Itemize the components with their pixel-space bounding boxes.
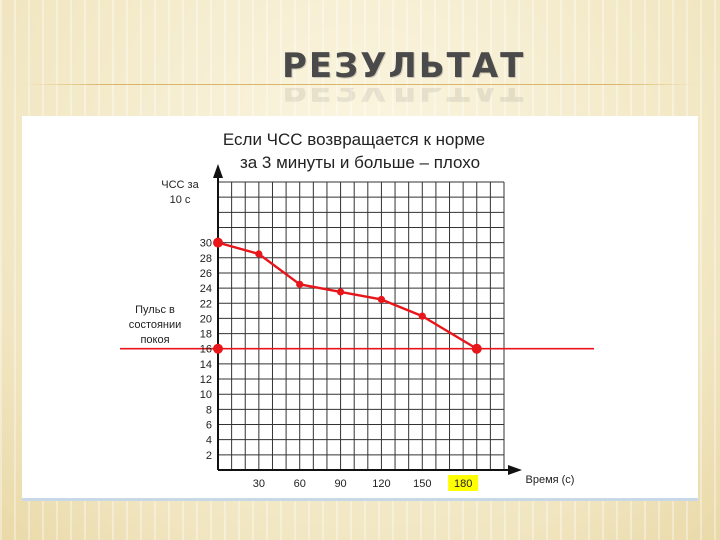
y-tick-label: 14 [200,359,212,371]
x-tick-label: 120 [372,478,390,490]
y-tick-label: 16 [200,344,212,356]
chart-grid [217,181,505,471]
x-tick-label: 30 [253,478,265,490]
chart-title-line1: Если ЧСС возвращается к норме [223,130,485,149]
y-tick-label: 20 [200,313,212,325]
x-axis-label: Время (с) [526,474,575,486]
title-divider [24,84,696,85]
y-axis-arrow [213,164,223,178]
chart-panel: Если ЧСС возвращается к норме за 3 минут… [22,116,698,501]
reference-label-line2: состоянии [129,319,182,331]
data-point [255,250,263,258]
y-tick-label: 10 [200,389,212,401]
y-tick-label: 12 [200,374,212,386]
y-tick-label: 6 [206,420,212,432]
slide-title: РЕЗУЛЬТАТ [282,46,526,86]
data-point [377,295,386,304]
y-tick-label: 30 [200,238,212,250]
y-axis-label-line1: ЧСС за [161,179,199,191]
y-tick-label: 22 [200,298,212,310]
series-line [217,241,478,350]
resting-pulse-point [213,343,223,354]
x-tick-highlight [448,475,479,491]
chart-axes [213,164,522,475]
y-tick-label: 28 [200,253,212,265]
reference-label-line1: Пульс в [135,304,175,316]
data-point [418,312,426,320]
data-point [296,280,304,288]
slide-title-reflection: РЕЗУЛЬТАТ [282,88,526,108]
x-tick-label: 180 [454,478,472,490]
y-tick-label: 4 [206,435,212,447]
y-tick-label: 24 [200,283,212,295]
data-point [471,343,482,354]
y-tick-label: 26 [200,268,212,280]
heart-rate-series [213,237,482,354]
data-point [213,237,223,248]
x-tick-labels: 30 60 90 120 150 180 [253,475,479,491]
x-tick-label: 60 [294,478,306,490]
y-tick-label: 18 [200,329,212,341]
x-tick-label: 90 [334,478,346,490]
y-axis-label-line2: 10 с [170,194,191,206]
x-axis-arrow [508,465,522,475]
x-tick-label: 150 [413,478,431,490]
y-tick-label: 2 [206,450,212,462]
y-tick-label: 8 [206,404,212,416]
data-point [336,288,345,296]
chart-title-line2: за 3 минуты и больше – плохо [240,153,480,172]
heart-rate-chart: Если ЧСС возвращается к норме за 3 минут… [120,130,594,491]
reference-label-line3: покоя [140,334,169,346]
